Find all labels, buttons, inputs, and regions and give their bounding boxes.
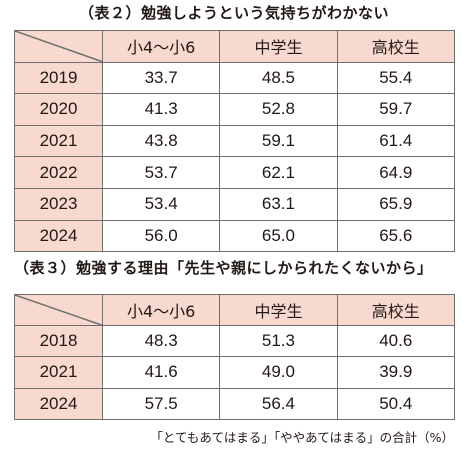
value-cell: 64.9 [336, 156, 455, 189]
value-cell: 63.1 [219, 187, 338, 221]
value-cell: 49.0 [219, 356, 338, 389]
value-cell: 53.4 [101, 187, 221, 221]
year-cell: 2020 [14, 93, 103, 126]
value-cell: 65.6 [336, 219, 455, 253]
table-row: 2020 41.3 52.8 59.7 [14, 93, 455, 126]
table1-header-elementary: 小4～小6 [101, 30, 221, 63]
year-cell: 2024 [14, 387, 103, 420]
value-cell: 61.4 [336, 124, 455, 158]
year-cell: 2021 [14, 124, 103, 158]
value-cell: 41.3 [101, 93, 221, 126]
table-row: 2018 48.3 51.3 40.6 [14, 325, 455, 358]
value-cell: 48.3 [101, 325, 221, 358]
value-cell: 41.6 [101, 356, 221, 389]
value-cell: 50.4 [336, 387, 455, 420]
year-cell: 2022 [14, 156, 103, 189]
table2: 小4～小6 中学生 高校生 2018 48.3 51.3 40.6 2021 4… [14, 293, 455, 420]
table-row: 2023 53.4 63.1 65.9 [14, 187, 455, 221]
table1-header-row: 小4～小6 中学生 高校生 [14, 30, 455, 63]
value-cell: 39.9 [336, 356, 455, 389]
value-cell: 65.0 [219, 219, 338, 253]
footnote: 「とてもあてはまる」「ややあてはまる」の合計（%） [150, 430, 454, 445]
value-cell: 53.7 [101, 156, 221, 189]
table2-header-row: 小4～小6 中学生 高校生 [14, 293, 455, 327]
table1-header-high-school: 高校生 [336, 30, 455, 63]
value-cell: 55.4 [336, 61, 455, 95]
value-cell: 51.3 [219, 325, 338, 358]
table1-header-junior-high: 中学生 [219, 30, 338, 63]
value-cell: 48.5 [219, 61, 338, 95]
value-cell: 40.6 [336, 325, 455, 358]
table1-corner-cell [14, 30, 103, 63]
table-row: 2019 33.7 48.5 55.4 [14, 61, 455, 95]
year-cell: 2023 [14, 187, 103, 221]
value-cell: 65.9 [336, 187, 455, 221]
diagonal-line [15, 295, 102, 325]
value-cell: 52.8 [219, 93, 338, 126]
value-cell: 57.5 [101, 387, 221, 420]
value-cell: 33.7 [101, 61, 221, 95]
table2-header-junior-high: 中学生 [219, 293, 338, 327]
table2-header-elementary: 小4～小6 [101, 293, 221, 327]
value-cell: 43.8 [101, 124, 221, 158]
year-cell: 2021 [14, 356, 103, 389]
table-row: 2021 41.6 49.0 39.9 [14, 356, 455, 389]
table2-title: （表３）勉強する理由「先生や親にしかられたくないから」 [14, 259, 433, 277]
value-cell: 59.7 [336, 93, 455, 126]
table-row: 2021 43.8 59.1 61.4 [14, 124, 455, 158]
table1: 小4～小6 中学生 高校生 2019 33.7 48.5 55.4 2020 4… [14, 30, 455, 253]
table-row: 2022 53.7 62.1 64.9 [14, 156, 455, 189]
value-cell: 62.1 [219, 156, 338, 189]
value-cell: 56.4 [219, 387, 338, 420]
table-row: 2024 56.0 65.0 65.6 [14, 219, 455, 253]
value-cell: 59.1 [219, 124, 338, 158]
year-cell: 2019 [14, 61, 103, 95]
year-cell: 2024 [14, 219, 103, 253]
table2-header-high-school: 高校生 [336, 293, 455, 327]
table1-title: （表２）勉強しようという気持ちがわかない [78, 4, 389, 22]
diagonal-line [15, 31, 102, 62]
table-row: 2024 57.5 56.4 50.4 [14, 387, 455, 420]
table2-corner-cell [14, 293, 103, 327]
value-cell: 56.0 [101, 219, 221, 253]
year-cell: 2018 [14, 325, 103, 358]
